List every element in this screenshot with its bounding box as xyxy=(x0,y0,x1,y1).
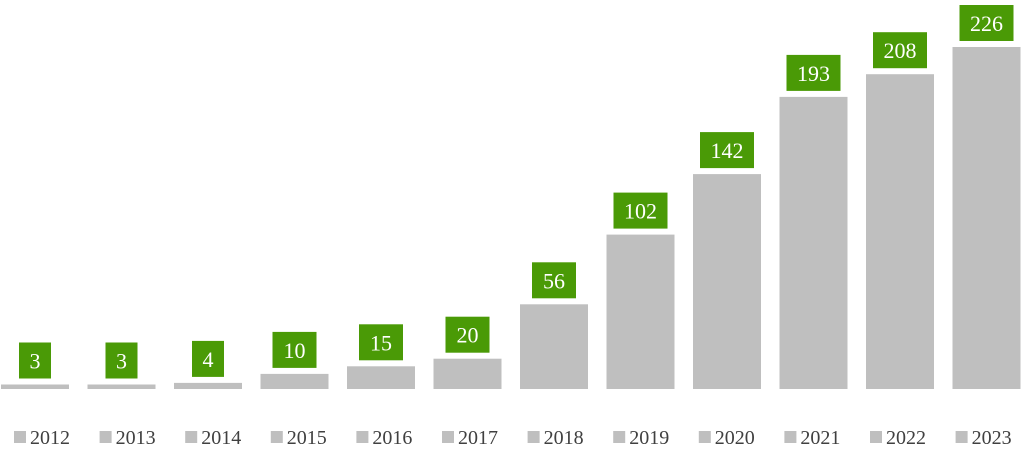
legend-swatch xyxy=(613,431,626,443)
bar-2013 xyxy=(87,384,156,389)
data-label-box xyxy=(105,342,138,379)
legend-label: 2014 xyxy=(201,427,241,449)
legend-swatch xyxy=(870,431,882,443)
bar-2014 xyxy=(174,382,242,389)
legend-label: 2017 xyxy=(458,427,498,449)
bar-2016 xyxy=(347,366,415,389)
data-label-box xyxy=(445,316,490,353)
legend: 2012 2013 2014 2015 2016 2017 2018 2019 2020 2021… xyxy=(14,427,1012,449)
legend-swatch xyxy=(698,431,711,443)
bar-2017 xyxy=(433,358,502,389)
legend-label: 2015 xyxy=(287,427,327,449)
data-label-box xyxy=(272,331,317,368)
data-label-box xyxy=(700,132,754,169)
data-label-box xyxy=(19,342,51,379)
legend-swatch xyxy=(955,431,968,443)
bar-2023 xyxy=(952,47,1021,389)
data-label-box xyxy=(786,54,841,91)
data-label-box xyxy=(359,324,403,361)
data-label: 20 xyxy=(457,323,479,348)
data-label: 10 xyxy=(284,338,306,363)
legend-label: 2023 xyxy=(972,427,1012,449)
bar-2012 xyxy=(1,384,69,389)
bar-2015 xyxy=(260,373,329,389)
legend-label: 2022 xyxy=(886,427,926,449)
bar-2019 xyxy=(606,234,675,389)
legend-swatch xyxy=(442,431,454,443)
legend-label: 2016 xyxy=(372,427,412,449)
legend-label: 2018 xyxy=(544,427,584,449)
legend-label: 2021 xyxy=(800,427,840,449)
legend-swatch xyxy=(356,431,369,443)
legend-swatch xyxy=(14,431,26,443)
data-labels-group: 3 3 4 10 15 20 56 102 142 193 208 226 xyxy=(19,5,1014,379)
data-label-box xyxy=(873,32,927,69)
legend-label: 2020 xyxy=(715,427,755,449)
legend-label: 2019 xyxy=(629,427,669,449)
bar-2022 xyxy=(866,74,934,389)
legend-swatch xyxy=(270,431,283,443)
data-label: 208 xyxy=(884,38,917,63)
data-label: 56 xyxy=(543,268,565,293)
data-label: 3 xyxy=(116,349,127,374)
legend-label: 2012 xyxy=(30,427,70,449)
bar-2018 xyxy=(520,304,588,389)
legend-swatch xyxy=(185,431,198,443)
data-label: 226 xyxy=(970,11,1003,36)
data-label: 142 xyxy=(711,138,744,163)
legend-label: 2013 xyxy=(116,427,156,449)
data-label: 4 xyxy=(203,347,214,372)
data-label: 102 xyxy=(624,199,657,224)
data-label-box xyxy=(959,5,1014,41)
bar-2020 xyxy=(693,174,761,389)
data-label-box xyxy=(532,262,576,299)
legend-swatch xyxy=(527,431,540,443)
data-label: 193 xyxy=(797,61,830,86)
legend-swatch xyxy=(99,431,112,443)
data-label: 15 xyxy=(370,330,392,355)
data-label: 3 xyxy=(30,349,41,374)
data-label-box xyxy=(192,340,224,377)
bar-2021 xyxy=(779,96,848,390)
data-label-box xyxy=(613,192,668,229)
bars-group xyxy=(1,47,1021,390)
legend-swatch xyxy=(784,431,797,443)
